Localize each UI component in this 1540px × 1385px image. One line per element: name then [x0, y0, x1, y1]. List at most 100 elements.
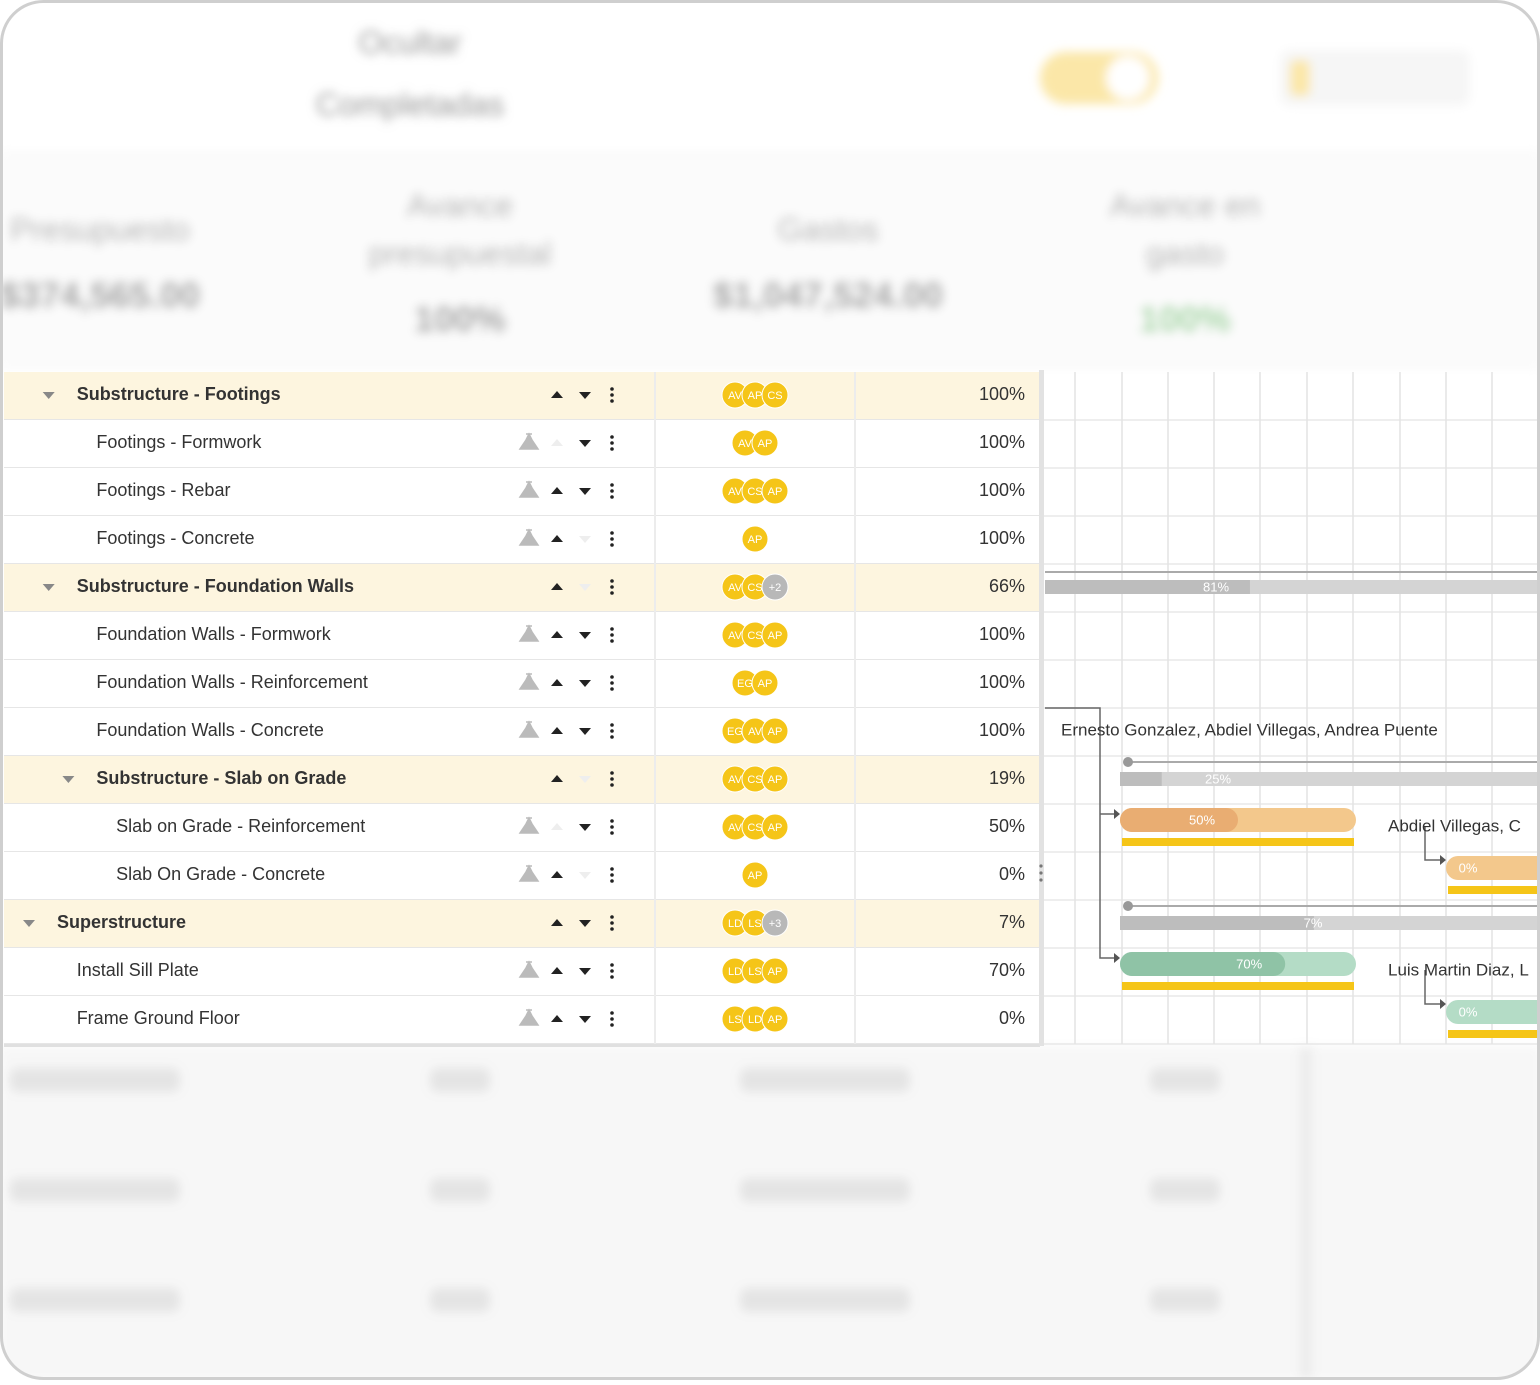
assign-icon[interactable] [518, 672, 540, 690]
menu-dot[interactable] [610, 1017, 614, 1021]
avatar-more [761, 909, 789, 937]
move-down[interactable] [579, 776, 591, 783]
menu-dot[interactable] [610, 447, 614, 451]
menu-dot[interactable] [610, 771, 614, 775]
menu-dot[interactable] [610, 399, 614, 403]
task-bar[interactable] [1446, 856, 1540, 880]
move-up[interactable] [551, 1015, 563, 1022]
assign-icon[interactable] [518, 624, 540, 642]
menu-dot[interactable] [610, 729, 614, 733]
avatar-initials: LD [728, 918, 742, 930]
assign-icon[interactable] [518, 1008, 540, 1026]
menu-dot[interactable] [610, 435, 614, 439]
menu-dot[interactable] [610, 927, 614, 931]
menu-dot[interactable] [610, 489, 614, 493]
move-down[interactable] [579, 968, 591, 975]
menu-dot[interactable] [610, 873, 614, 877]
menu-dot[interactable] [610, 879, 614, 883]
menu-dot[interactable] [610, 867, 614, 871]
menu-dot[interactable] [610, 975, 614, 979]
move-down[interactable] [579, 680, 591, 687]
assign-icon[interactable] [518, 432, 540, 450]
menu-dot[interactable] [610, 579, 614, 583]
avatar-initials: AP [748, 870, 763, 882]
summary-value: 100% [414, 299, 506, 340]
avatar-initials: AV [728, 822, 743, 834]
assign-icon[interactable] [518, 528, 540, 546]
menu-dot[interactable] [610, 1011, 614, 1015]
move-up[interactable] [551, 919, 563, 926]
assign-icon[interactable] [518, 816, 540, 834]
menu-dot[interactable] [610, 825, 614, 829]
task-bar[interactable] [1446, 1000, 1540, 1024]
move-down[interactable] [579, 872, 591, 879]
move-up[interactable] [551, 775, 563, 782]
collapse-caret[interactable] [23, 920, 35, 927]
assign-icon[interactable] [518, 720, 540, 738]
menu-dot[interactable] [610, 915, 614, 919]
move-up[interactable] [551, 439, 563, 446]
move-up[interactable] [551, 679, 563, 686]
menu-dot[interactable] [610, 735, 614, 739]
menu-dot[interactable] [610, 387, 614, 391]
collapse-caret[interactable] [62, 776, 75, 783]
move-up[interactable] [551, 583, 563, 590]
menu-dot[interactable] [610, 723, 614, 727]
menu-dot[interactable] [610, 969, 614, 973]
menu-dot[interactable] [610, 819, 614, 823]
menu-dot[interactable] [610, 531, 614, 535]
task-name: Foundation Walls - Concrete [96, 720, 323, 740]
group-row [4, 372, 1040, 420]
menu-dot[interactable] [610, 783, 614, 787]
menu-dot[interactable] [610, 1023, 614, 1027]
menu-dot[interactable] [610, 921, 614, 925]
move-down[interactable] [579, 488, 591, 495]
avatar [751, 429, 779, 457]
pane-divider[interactable] [1039, 370, 1044, 1046]
menu-dot[interactable] [610, 639, 614, 643]
menu-dot[interactable] [610, 537, 614, 541]
move-up[interactable] [551, 967, 563, 974]
menu-dot[interactable] [610, 963, 614, 967]
menu-dot[interactable] [610, 591, 614, 595]
move-down[interactable] [579, 536, 591, 543]
assign-icon[interactable] [518, 960, 540, 978]
move-down[interactable] [579, 584, 591, 591]
move-up[interactable] [551, 535, 563, 542]
move-down[interactable] [579, 728, 591, 735]
move-down[interactable] [579, 440, 591, 447]
menu-dot[interactable] [610, 393, 614, 397]
move-down[interactable] [579, 392, 591, 399]
summary-label: Avance en [1110, 187, 1261, 223]
move-up[interactable] [551, 391, 563, 398]
move-up[interactable] [551, 823, 563, 830]
menu-dot[interactable] [610, 681, 614, 685]
move-down[interactable] [579, 920, 591, 927]
menu-dot[interactable] [610, 675, 614, 679]
menu-dot[interactable] [610, 627, 614, 631]
dependency-arrow [1114, 953, 1120, 963]
summary-panel [2, 150, 1538, 370]
move-up[interactable] [551, 487, 563, 494]
collapse-caret[interactable] [42, 392, 55, 399]
menu-dot[interactable] [610, 633, 614, 637]
assign-icon[interactable] [518, 864, 540, 882]
menu-dot[interactable] [610, 441, 614, 445]
move-up[interactable] [551, 727, 563, 734]
assign-icon[interactable] [518, 480, 540, 498]
move-down[interactable] [579, 1016, 591, 1023]
menu-dot[interactable] [610, 777, 614, 781]
menu-dot[interactable] [610, 831, 614, 835]
menu-dot[interactable] [610, 585, 614, 589]
collapse-caret[interactable] [42, 584, 55, 591]
move-down[interactable] [579, 824, 591, 831]
move-up[interactable] [551, 871, 563, 878]
move-down[interactable] [579, 632, 591, 639]
menu-dot[interactable] [610, 543, 614, 547]
summary-bar [1120, 772, 1538, 786]
move-up[interactable] [551, 631, 563, 638]
menu-dot[interactable] [610, 495, 614, 499]
blurred-cell [430, 1288, 490, 1312]
menu-dot[interactable] [610, 483, 614, 487]
menu-dot[interactable] [610, 687, 614, 691]
